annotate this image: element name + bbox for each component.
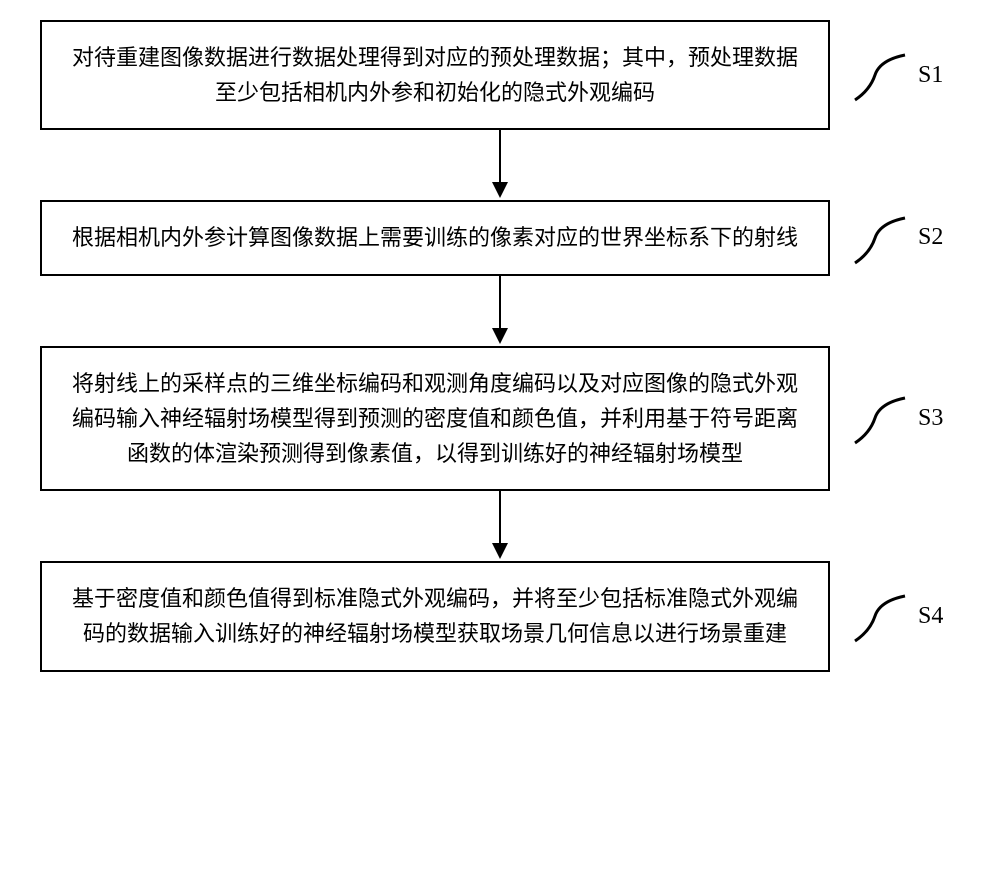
step-label-wrapper-1: S1 [850, 45, 943, 105]
swoosh-icon [850, 45, 910, 105]
step-text-3: 将射线上的采样点的三维坐标编码和观测角度编码以及对应图像的隐式外观编码输入神经辐… [62, 366, 808, 472]
arrow-3 [105, 491, 895, 561]
arrow-down-icon [485, 491, 515, 561]
step-label-wrapper-4: S4 [850, 586, 943, 646]
swoosh-icon [850, 208, 910, 268]
step-label-wrapper-3: S3 [850, 388, 943, 448]
arrow-down-icon [485, 130, 515, 200]
flowchart-container: 对待重建图像数据进行数据处理得到对应的预处理数据；其中，预处理数据至少包括相机内… [40, 20, 960, 672]
step-row-3: 将射线上的采样点的三维坐标编码和观测角度编码以及对应图像的隐式外观编码输入神经辐… [40, 346, 960, 492]
step-box-4: 基于密度值和颜色值得到标准隐式外观编码，并将至少包括标准隐式外观编码的数据输入训… [40, 561, 830, 671]
arrow-2 [105, 276, 895, 346]
step-row-1: 对待重建图像数据进行数据处理得到对应的预处理数据；其中，预处理数据至少包括相机内… [40, 20, 960, 130]
arrow-down-icon [485, 276, 515, 346]
step-label-2: S2 [918, 224, 943, 251]
step-label-1: S1 [918, 62, 943, 89]
step-box-1: 对待重建图像数据进行数据处理得到对应的预处理数据；其中，预处理数据至少包括相机内… [40, 20, 830, 130]
swoosh-icon [850, 586, 910, 646]
step-box-3: 将射线上的采样点的三维坐标编码和观测角度编码以及对应图像的隐式外观编码输入神经辐… [40, 346, 830, 492]
step-label-4: S4 [918, 603, 943, 630]
step-label-3: S3 [918, 405, 943, 432]
step-row-4: 基于密度值和颜色值得到标准隐式外观编码，并将至少包括标准隐式外观编码的数据输入训… [40, 561, 960, 671]
step-label-wrapper-2: S2 [850, 208, 943, 268]
step-text-2: 根据相机内外参计算图像数据上需要训练的像素对应的世界坐标系下的射线 [72, 220, 798, 255]
step-box-2: 根据相机内外参计算图像数据上需要训练的像素对应的世界坐标系下的射线 [40, 200, 830, 275]
arrow-1 [105, 130, 895, 200]
step-row-2: 根据相机内外参计算图像数据上需要训练的像素对应的世界坐标系下的射线 S2 [40, 200, 960, 275]
step-text-1: 对待重建图像数据进行数据处理得到对应的预处理数据；其中，预处理数据至少包括相机内… [62, 40, 808, 110]
step-text-4: 基于密度值和颜色值得到标准隐式外观编码，并将至少包括标准隐式外观编码的数据输入训… [62, 581, 808, 651]
swoosh-icon [850, 388, 910, 448]
